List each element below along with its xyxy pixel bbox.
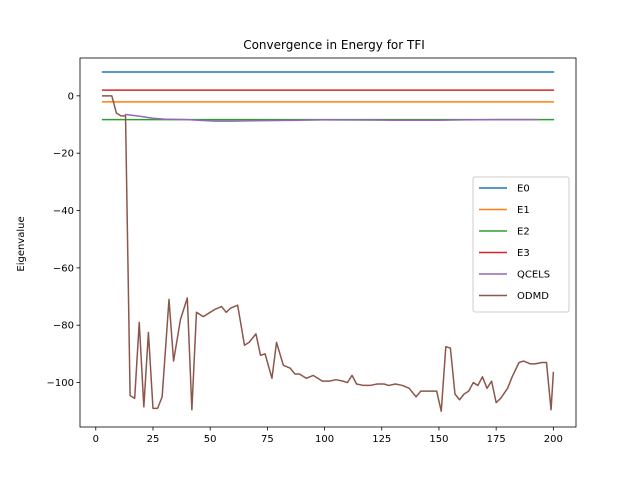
x-tick-label: 175 bbox=[487, 434, 506, 445]
y-tick-label: −40 bbox=[53, 206, 74, 217]
y-tick-label: −60 bbox=[53, 263, 74, 274]
legend-label-e3: E3 bbox=[517, 248, 530, 259]
y-tick-label: 0 bbox=[68, 91, 74, 102]
legend-label-e2: E2 bbox=[517, 227, 530, 238]
legend: E0 E1 E2 E3 QCELS ODMD bbox=[472, 176, 570, 313]
chart-title: Convergence in Energy for TFI bbox=[243, 38, 425, 52]
legend-label-qcels: QCELS bbox=[517, 270, 550, 281]
y-tick-label: −20 bbox=[53, 149, 74, 160]
series-line-odmd bbox=[101, 95, 555, 412]
x-tick-label: 50 bbox=[204, 434, 217, 445]
x-tick-label: 200 bbox=[544, 434, 563, 445]
series-group bbox=[101, 71, 555, 412]
axes: 0 25 50 75 100 125 150 175 200 0 −20 −40 −60 −80 −100 bbox=[47, 57, 577, 445]
y-tick-label: −100 bbox=[47, 378, 74, 389]
axes-frame bbox=[79, 57, 577, 428]
legend-box bbox=[472, 176, 570, 313]
x-tick-label: 0 bbox=[93, 434, 99, 445]
x-tick-label: 100 bbox=[315, 434, 334, 445]
x-tick-label: 25 bbox=[147, 434, 160, 445]
y-tick-label: −80 bbox=[53, 321, 74, 332]
series-line-qcels bbox=[124, 113, 539, 122]
plot-area bbox=[101, 71, 555, 412]
x-tick-label: 125 bbox=[372, 434, 391, 445]
y-axis-label: Eigenvalue bbox=[16, 216, 27, 271]
legend-label-e0: E0 bbox=[517, 184, 530, 195]
x-tick-label: 75 bbox=[261, 434, 274, 445]
legend-label-e1: E1 bbox=[517, 205, 530, 216]
legend-label-odmd: ODMD bbox=[517, 291, 549, 302]
x-tick-label: 150 bbox=[429, 434, 448, 445]
